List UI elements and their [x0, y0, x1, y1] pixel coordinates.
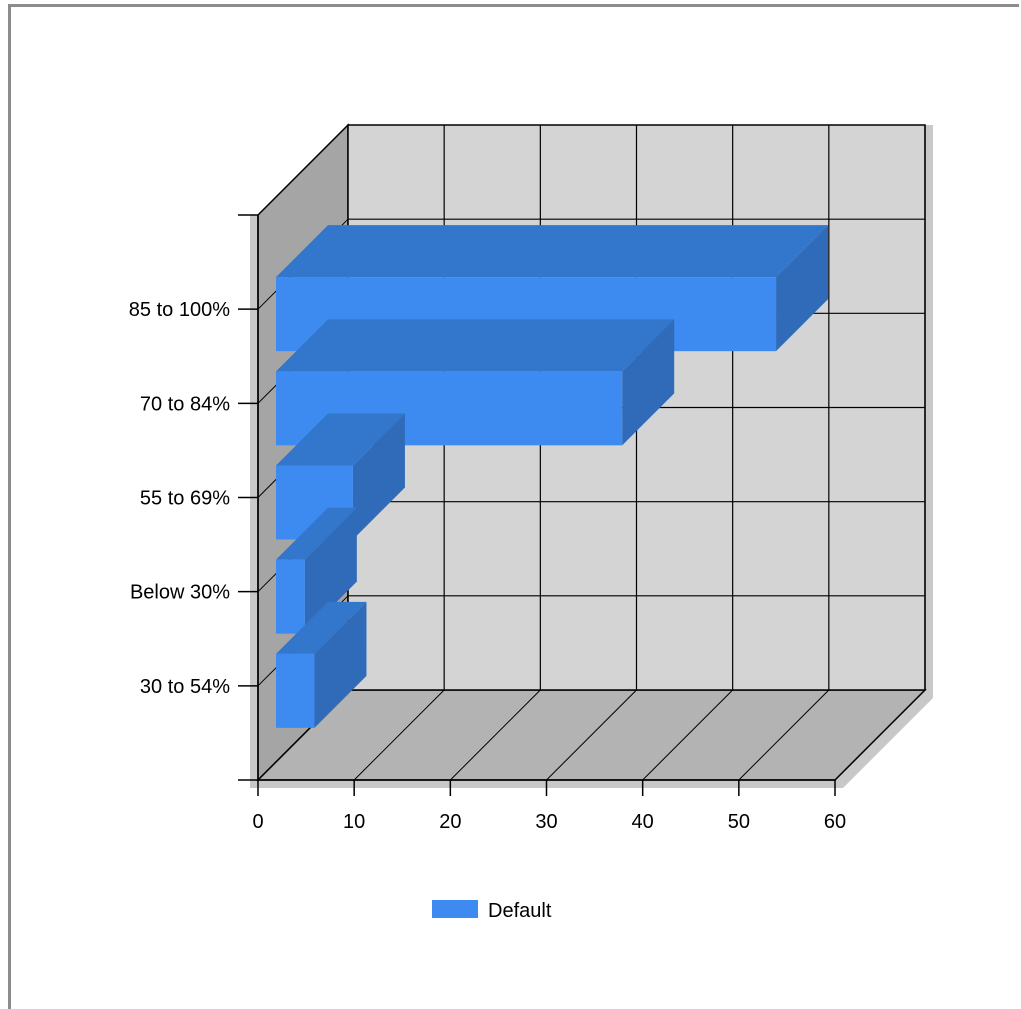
bar-top-face: [276, 413, 405, 466]
x-tick-label: 60: [824, 811, 846, 833]
legend: Default: [432, 900, 552, 922]
grid-line-floor: [834, 689, 926, 781]
bar-side-face: [622, 319, 675, 446]
y-tick-label: Below 30%: [130, 582, 230, 604]
grid-line-floor: [449, 689, 541, 781]
bar: [276, 319, 675, 446]
y-tick-labels: 30 to 54% Below 30% 55 to 69% 70 to 84% 85 t…: [129, 299, 230, 698]
x-tick-label: 40: [632, 811, 654, 833]
grid-line-floor: [642, 689, 734, 781]
x-tick-label: 50: [728, 811, 750, 833]
grid-line-floor: [353, 689, 445, 781]
bar-front-face: [276, 653, 315, 728]
bar-top-face: [276, 319, 675, 372]
bar-side-face: [314, 601, 367, 728]
grid-line-floor: [738, 689, 830, 781]
y-tick-label: 70 to 84%: [140, 393, 230, 415]
x-tick-label: 0: [252, 811, 263, 833]
x-tick-labels: 0 10 20 30 40 50 60: [252, 811, 846, 833]
bar-front-face: [276, 559, 305, 634]
bar-side-face: [776, 225, 829, 352]
grid-line-floor: [546, 689, 637, 781]
y-tick-label: 55 to 69%: [140, 488, 230, 510]
bar-top-face: [276, 507, 357, 560]
x-tick-label: 20: [439, 811, 461, 833]
bar-top-face: [276, 225, 829, 278]
axes-group: [238, 214, 836, 796]
bar-side-face: [352, 413, 405, 540]
bar-side-face: [304, 507, 357, 634]
bars-group: [276, 225, 829, 728]
legend-swatch: [432, 900, 478, 918]
bar-top-face: [276, 601, 367, 654]
x-tick-label: 10: [343, 811, 365, 833]
y-tick-label: 30 to 54%: [140, 676, 230, 698]
legend-label: Default: [488, 900, 552, 922]
bar: [276, 225, 829, 352]
bar: [276, 507, 357, 634]
y-tick-label: 85 to 100%: [129, 299, 230, 321]
bar: [276, 601, 367, 728]
x-tick-label: 30: [535, 811, 557, 833]
